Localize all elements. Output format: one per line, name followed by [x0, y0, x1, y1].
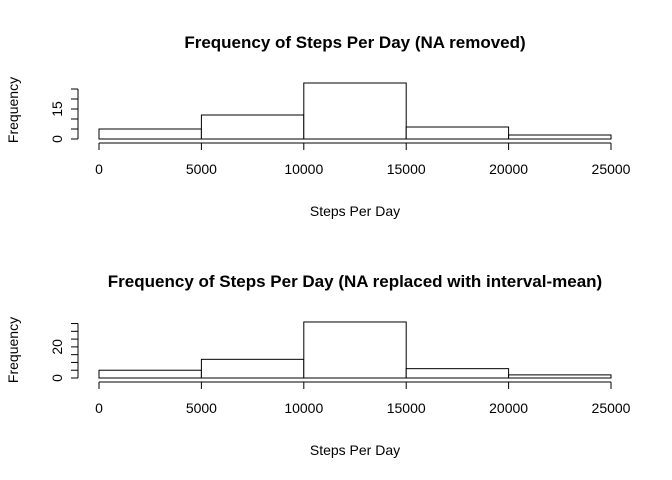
y-tick-label: 20 [49, 339, 65, 355]
histogram-panel-na-replaced: Frequency of Steps Per Day (NA replaced … [5, 272, 631, 458]
x-tick-label: 10000 [284, 400, 323, 416]
histogram-bar [405, 368, 510, 379]
histogram-bar [508, 374, 612, 379]
y-axis-label: Frequency [5, 77, 21, 143]
y-tick-label: 0 [49, 374, 65, 382]
x-tick-label: 10000 [284, 161, 323, 177]
x-tick-label: 20000 [489, 400, 528, 416]
chart-title: Frequency of Steps Per Day (NA removed) [184, 33, 525, 52]
histogram-bar [200, 358, 305, 379]
x-tick-label: 5000 [186, 400, 217, 416]
x-tick-label: 0 [95, 161, 103, 177]
histogram-bar [98, 128, 202, 140]
x-tick-label: 25000 [592, 400, 631, 416]
y-axis: 0 15 [49, 88, 79, 143]
histogram-panel-na-removed: Frequency of Steps Per Day (NA removed) … [5, 33, 631, 219]
histogram-bar [405, 126, 510, 140]
x-tick-label: 0 [95, 400, 103, 416]
x-axis: 0 5000 10000 15000 20000 25000 [95, 381, 631, 416]
y-axis: 0 20 [49, 323, 79, 382]
histogram-bar [508, 134, 612, 140]
x-axis-label: Steps Per Day [310, 442, 400, 458]
histogram-bar [303, 321, 407, 379]
bars [98, 321, 612, 379]
x-tick-label: 25000 [592, 161, 631, 177]
bars [98, 82, 612, 140]
x-axis: 0 5000 10000 15000 20000 25000 [95, 142, 631, 177]
x-tick-label: 15000 [387, 400, 426, 416]
histogram-bar [98, 369, 202, 379]
histogram-bar [200, 114, 305, 140]
x-tick-label: 20000 [489, 161, 528, 177]
histogram-bar [303, 82, 407, 140]
y-tick-label: 15 [49, 101, 65, 117]
x-tick-label: 15000 [387, 161, 426, 177]
y-axis-label: Frequency [5, 317, 21, 383]
y-tick-label: 0 [49, 135, 65, 143]
chart-title: Frequency of Steps Per Day (NA replaced … [108, 272, 602, 291]
x-tick-label: 5000 [186, 161, 217, 177]
x-axis-label: Steps Per Day [310, 203, 400, 219]
